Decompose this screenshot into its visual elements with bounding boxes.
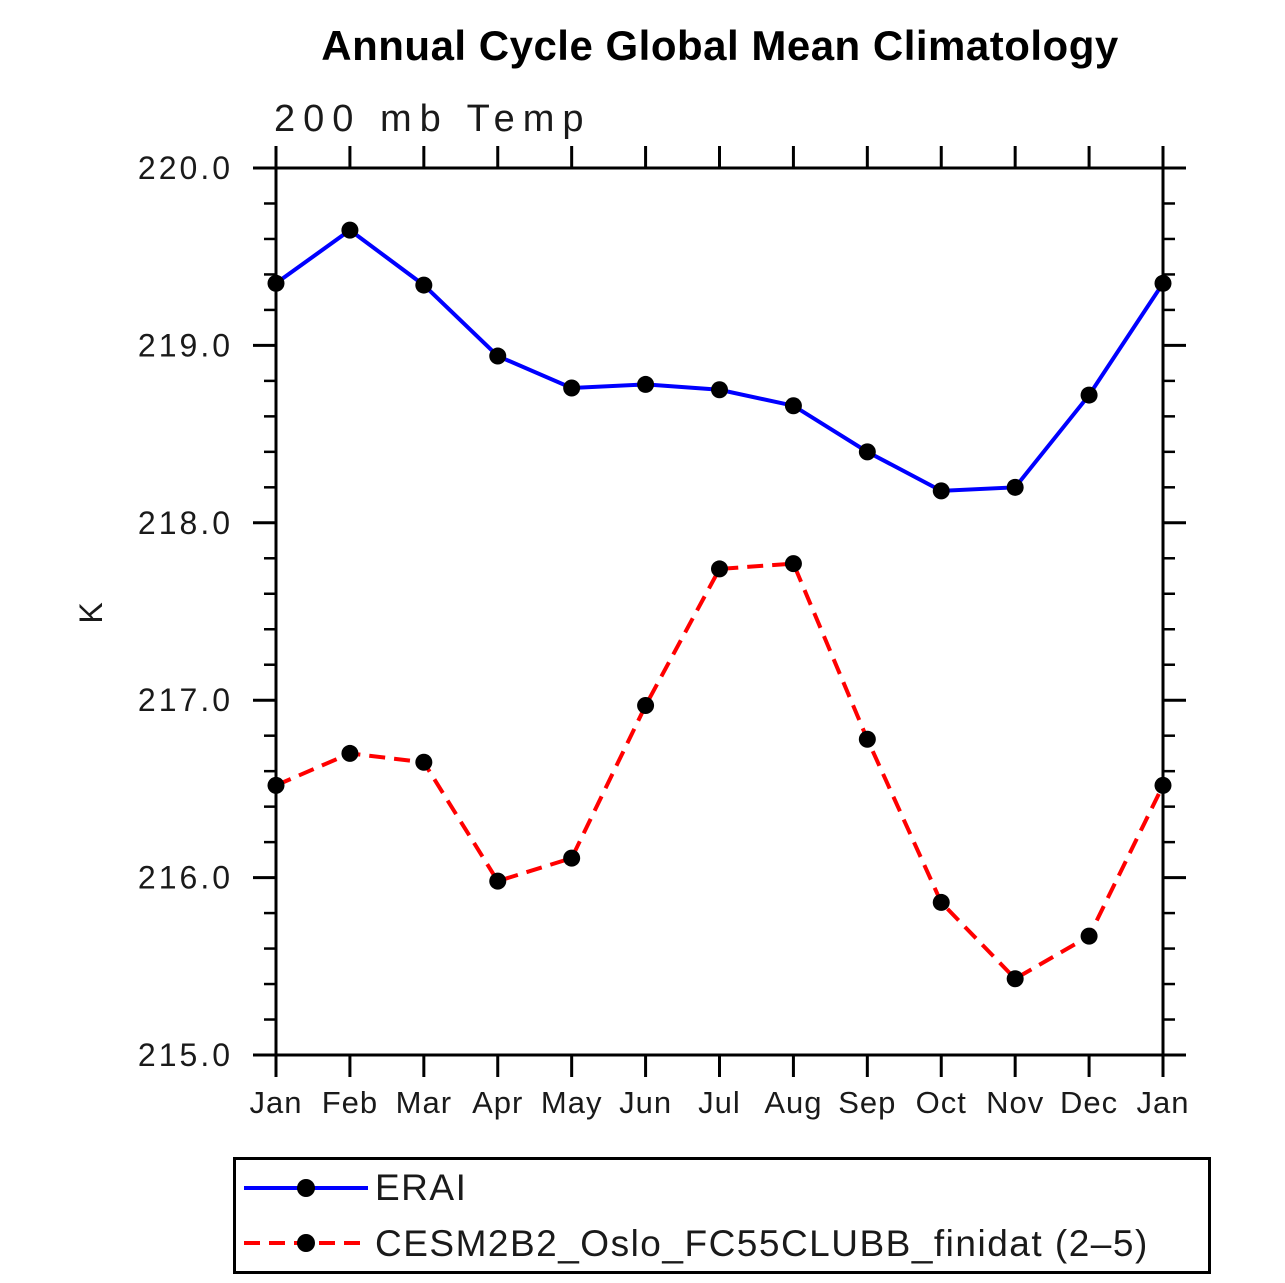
data-point-marker [489,347,507,365]
y-tick-label: 220.0 [138,150,233,186]
legend-row-cesm: CESM2B2_Oslo_FC55CLUBB_finidat (2–5) [241,1216,1208,1272]
legend-sample-dashed-line [244,1234,368,1253]
legend-marker-dot [297,1234,315,1253]
data-point-marker [267,274,285,292]
x-tick-label: May [541,1085,603,1120]
x-tick-label: Mar [396,1085,452,1120]
x-tick-label: Jan [1137,1085,1190,1120]
legend-label-cesm: CESM2B2_Oslo_FC55CLUBB_finidat (2–5) [375,1222,1149,1264]
legend: ERAI CESM2B2_Oslo_FC55CLUBB_finidat (2–5… [233,1157,1211,1274]
data-point-marker [784,397,802,415]
legend-row-erai: ERAI [241,1160,1208,1216]
chart-title: Annual Cycle Global Mean Climatology [321,22,1119,69]
x-tick-label: Jan [250,1085,303,1120]
data-point-marker [637,697,655,715]
data-point-marker [1006,478,1024,496]
data-point-marker [1080,386,1098,404]
data-point-marker [858,730,876,748]
series-line-1 [275,561,1165,982]
data-point-marker [1080,927,1098,945]
x-tick-label: Sep [838,1085,896,1120]
data-point-marker [637,375,655,393]
y-tick-label: 217.0 [138,682,233,718]
data-point-marker [563,849,581,867]
data-point-marker [932,482,950,500]
data-point-marker [415,753,433,771]
series-line-0 [274,227,1165,493]
x-tick-label: Jun [619,1085,672,1120]
x-tick-label: Jul [698,1085,741,1120]
x-tick-label: Apr [472,1085,523,1120]
x-tick-label: Nov [986,1085,1044,1120]
data-point-marker [711,560,728,578]
plot-border [274,166,1165,1057]
legend-label-erai: ERAI [375,1167,468,1209]
data-point-marker [267,776,285,794]
data-point-marker [1154,274,1172,292]
y-tick-label: 216.0 [138,860,233,896]
data-point-marker [489,872,507,890]
data-point-marker [1006,970,1024,988]
y-tick-label: 219.0 [138,327,233,363]
data-point-marker [932,893,950,911]
data-point-marker [858,443,876,461]
x-tick-label: Aug [764,1085,822,1120]
data-point-marker [1154,776,1172,794]
legend-sample-solid-line [244,1178,368,1197]
chart-subtitle: 200 mb Temp [274,98,592,140]
data-point-marker [784,555,802,573]
data-point-marker [711,381,728,399]
x-tick-label: Oct [916,1085,967,1120]
x-tick-label: Feb [322,1085,378,1120]
legend-marker-dot [297,1178,315,1197]
x-tick-label: Dec [1060,1085,1118,1120]
data-point-marker [341,221,359,239]
data-point-marker [415,276,433,294]
y-tick-label: 218.0 [138,505,233,541]
y-tick-label: 215.0 [138,1037,233,1073]
data-point-marker [563,379,581,397]
data-point-marker [341,744,359,762]
